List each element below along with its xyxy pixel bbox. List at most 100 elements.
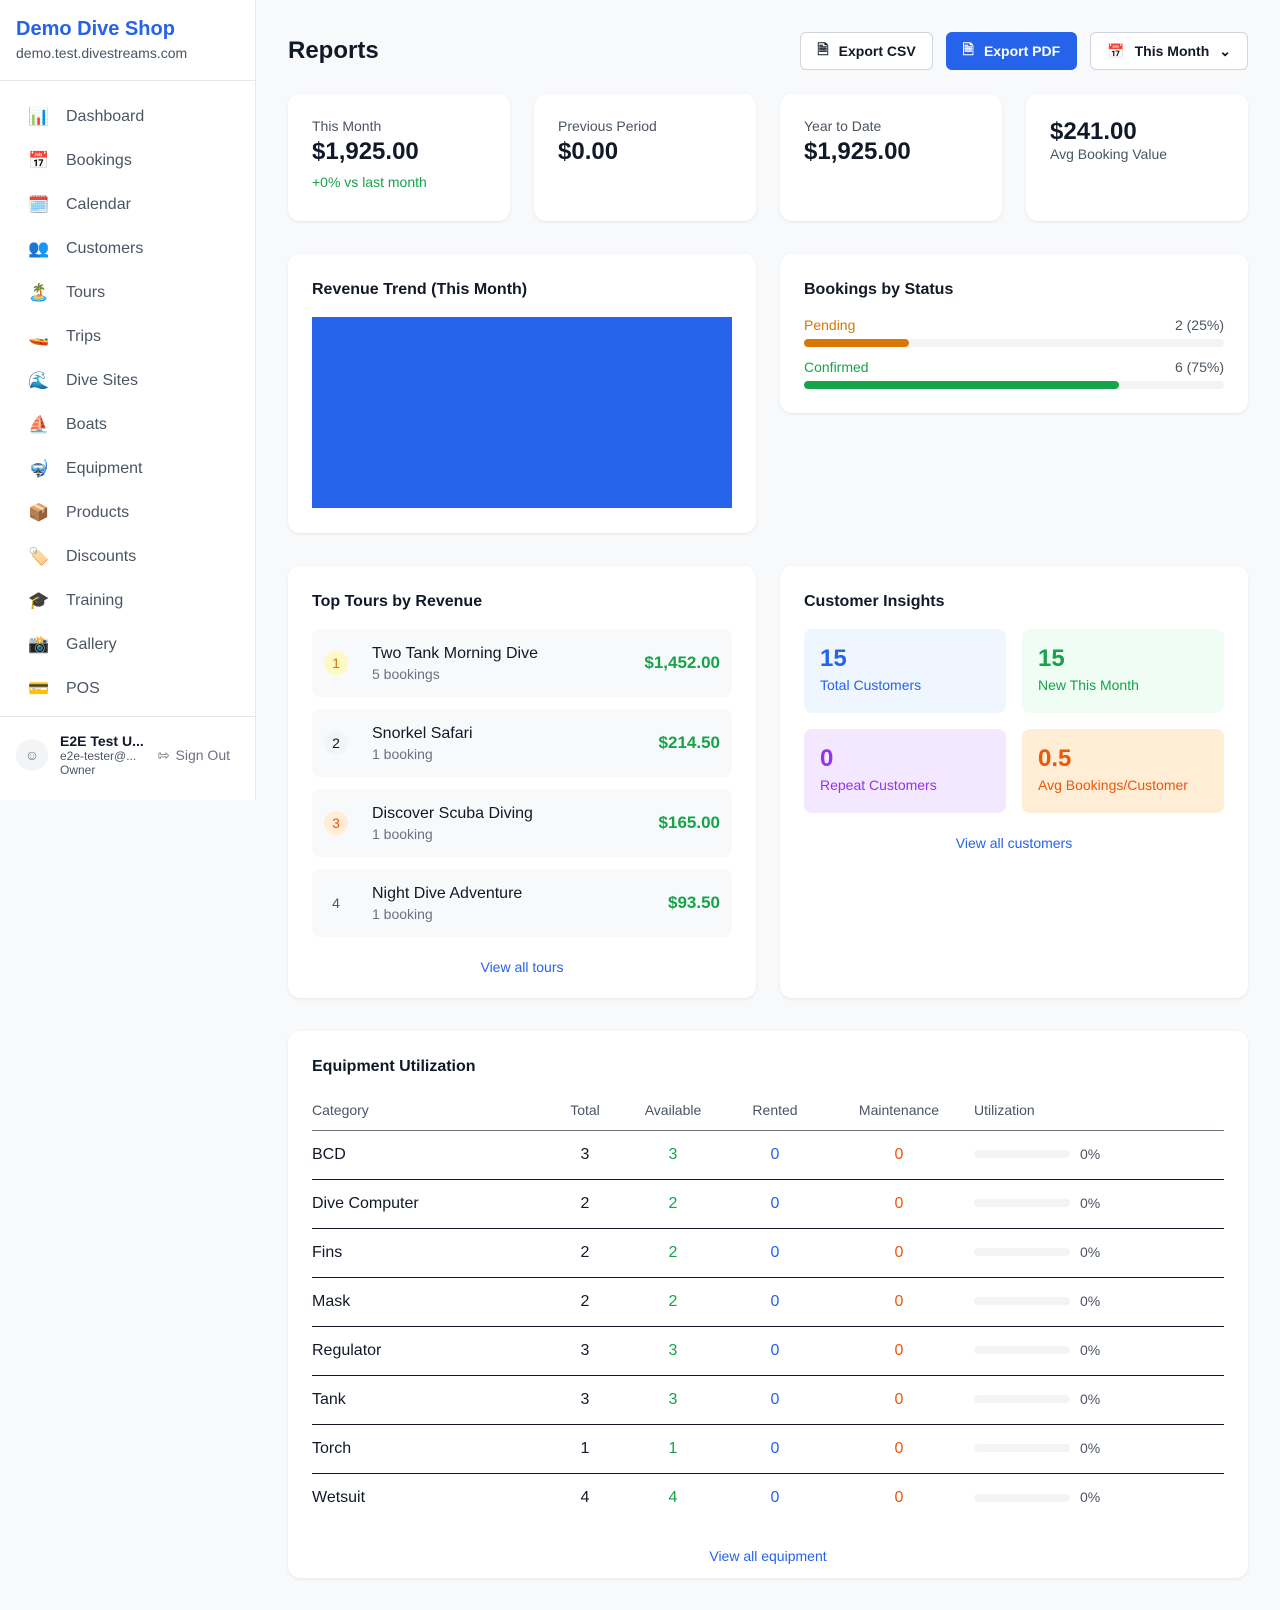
sidebar-item-bookings[interactable]: 📅 Bookings bbox=[0, 139, 255, 183]
utilization-percent: 0% bbox=[1080, 1292, 1101, 1309]
cell-available: 3 bbox=[620, 1326, 726, 1376]
sidebar-item-equipment[interactable]: 🤿 Equipment bbox=[0, 447, 255, 491]
cell-category: Wetsuit bbox=[312, 1488, 366, 1506]
sidebar-item-label: Trips bbox=[66, 328, 101, 345]
view-all-tours-link[interactable]: View all tours bbox=[480, 959, 564, 975]
column-header-rented[interactable]: Rented bbox=[726, 1090, 824, 1131]
cell-rented: 0 bbox=[726, 1277, 824, 1327]
tour-item[interactable]: 2 Snorkel Safari 1 booking $214.50 bbox=[312, 709, 732, 777]
table-row: Tank 3 3 0 0 0% bbox=[312, 1375, 1224, 1425]
column-header-available[interactable]: Available bbox=[620, 1090, 726, 1131]
sign-out-button[interactable]: ⇰ Sign Out bbox=[158, 747, 230, 764]
cell-total: 2 bbox=[550, 1228, 620, 1278]
cell-utilization: 0% bbox=[974, 1179, 1224, 1229]
tour-revenue: $1,452.00 bbox=[644, 653, 720, 672]
utilization-percent: 0% bbox=[1080, 1341, 1101, 1358]
file-download-icon: 🗎 bbox=[962, 41, 974, 57]
user-email: e2e-tester@... bbox=[60, 749, 137, 763]
status-head: Pending 2 (25%) bbox=[804, 317, 1224, 333]
stat-cards: This Month $1,925.00 +0% vs last month P… bbox=[288, 94, 1248, 221]
discounts-icon: 🏷️ bbox=[28, 547, 50, 566]
utilization-bar bbox=[974, 1395, 1070, 1404]
stat-change: +0% vs last month bbox=[312, 174, 427, 190]
cell-maintenance: 0 bbox=[824, 1326, 974, 1376]
sidebar-item-label: Products bbox=[66, 504, 130, 521]
period-select[interactable]: 📅 This Month ⌄ bbox=[1090, 32, 1248, 70]
sidebar-item-dashboard[interactable]: 📊 Dashboard bbox=[0, 95, 255, 139]
cell-total: 2 bbox=[550, 1179, 620, 1229]
sidebar-item-customers[interactable]: 👥 Customers bbox=[0, 227, 255, 271]
utilization-bar bbox=[974, 1150, 1070, 1159]
status-track bbox=[804, 339, 1224, 347]
sidebar-item-pos[interactable]: 💳 POS bbox=[0, 667, 255, 711]
cell-maintenance: 0 bbox=[824, 1424, 974, 1474]
view-all-customers-link[interactable]: View all customers bbox=[955, 835, 1073, 851]
sidebar-item-label: Discounts bbox=[66, 548, 137, 565]
sidebar-item-trips[interactable]: 🚤 Trips bbox=[0, 315, 255, 359]
status-track bbox=[804, 381, 1224, 389]
sidebar-item-boats[interactable]: ⛵ Boats bbox=[0, 403, 255, 447]
table-row: Fins 2 2 0 0 0% bbox=[312, 1228, 1224, 1278]
sidebar-item-gallery[interactable]: 📸 Gallery bbox=[0, 623, 255, 667]
tour-item[interactable]: 1 Two Tank Morning Dive 5 bookings $1,452.0… bbox=[312, 629, 732, 697]
sign-out-icon: ⇰ bbox=[157, 746, 170, 763]
sidebar-item-tours[interactable]: 🏝️ Tours bbox=[0, 271, 255, 315]
tour-bookings: 1 booking bbox=[372, 825, 433, 842]
gallery-icon: 📸 bbox=[28, 635, 50, 654]
user-box: ☺ E2E Test U... e2e-tester@... Owner ⇰ Si… bbox=[0, 716, 255, 793]
column-header-category[interactable]: Category bbox=[312, 1090, 550, 1131]
utilization-percent: 0% bbox=[1080, 1390, 1101, 1407]
sidebar-item-label: Dive Sites bbox=[66, 372, 139, 389]
tour-bookings: 1 booking bbox=[372, 905, 433, 922]
tours-icon: 🏝️ bbox=[28, 283, 50, 302]
pos-icon: 💳 bbox=[28, 679, 50, 698]
utilization-percent: 0% bbox=[1080, 1243, 1101, 1260]
card-title: Bookings by Status bbox=[804, 281, 954, 298]
insight-value: 15 bbox=[820, 645, 847, 672]
sidebar-item-discounts[interactable]: 🏷️ Discounts bbox=[0, 535, 255, 579]
sidebar-item-label: Gallery bbox=[66, 636, 117, 653]
sidebar-item-label: Tours bbox=[66, 284, 106, 301]
stat-this-month: This Month $1,925.00 +0% vs last month bbox=[288, 94, 510, 221]
sidebar-item-training[interactable]: 🎓 Training bbox=[0, 579, 255, 623]
insight-total-customers: 15 Total Customers bbox=[804, 629, 1006, 713]
revenue-trend-card: Revenue Trend (This Month) bbox=[288, 254, 756, 533]
sidebar-item-label: Calendar bbox=[66, 196, 131, 213]
export-csv-button[interactable]: 🗎 Export CSV bbox=[800, 32, 933, 70]
tour-item[interactable]: 3 Discover Scuba Diving 1 booking $165.00 bbox=[312, 789, 732, 857]
status-count: 6 (75%) bbox=[1174, 359, 1224, 375]
cell-total: 4 bbox=[580, 1488, 590, 1506]
sidebar-item-calendar[interactable]: 🗓️ Calendar bbox=[0, 183, 255, 227]
tour-name: Night Dive Adventure bbox=[372, 884, 523, 902]
insight-value: 0 bbox=[820, 745, 834, 772]
export-pdf-button[interactable]: 🗎 Export PDF bbox=[945, 32, 1078, 70]
utilization-bar bbox=[974, 1297, 1070, 1306]
cell-rented: 0 bbox=[726, 1228, 824, 1278]
status-label: Confirmed bbox=[804, 359, 869, 375]
cell-category: Torch bbox=[312, 1424, 550, 1474]
column-header-utilization[interactable]: Utilization bbox=[974, 1090, 1224, 1131]
sidebar-item-dive-sites[interactable]: 🌊 Dive Sites bbox=[0, 359, 255, 403]
sidebar-nav: 📊 Dashboard 📅 Bookings 🗓️ Calendar 👥 Customers 🏝… bbox=[0, 81, 255, 711]
customers-icon: 👥 bbox=[28, 239, 50, 258]
tour-item[interactable]: 4 Night Dive Adventure 1 booking $93.50 bbox=[312, 869, 732, 937]
tour-rank: 4 bbox=[332, 895, 340, 911]
sidebar-item-products[interactable]: 📦 Products bbox=[0, 491, 255, 535]
column-header-maintenance[interactable]: Maintenance bbox=[824, 1090, 974, 1131]
period-label: This Month bbox=[1134, 43, 1210, 59]
sidebar-item-label: Boats bbox=[66, 416, 107, 433]
training-icon: 🎓 bbox=[28, 591, 50, 610]
card-title: Equipment Utilization bbox=[312, 1058, 476, 1075]
sidebar-item-label: Customers bbox=[66, 240, 144, 257]
stat-label: This Month bbox=[312, 118, 382, 134]
insight-new-this-month: 15 New This Month bbox=[1022, 629, 1224, 713]
utilization-percent: 0% bbox=[1080, 1488, 1101, 1505]
cell-utilization: 0% bbox=[974, 1375, 1224, 1425]
brand-name[interactable]: Demo Dive Shop bbox=[16, 18, 175, 40]
sidebar-item-label: POS bbox=[66, 680, 100, 697]
cell-total: 2 bbox=[550, 1277, 620, 1327]
view-all-equipment-link[interactable]: View all equipment bbox=[709, 1548, 827, 1564]
cell-maintenance: 0 bbox=[824, 1228, 974, 1278]
column-header-total[interactable]: Total bbox=[550, 1090, 620, 1131]
tour-info: Two Tank Morning Dive 5 bookings bbox=[372, 645, 644, 682]
